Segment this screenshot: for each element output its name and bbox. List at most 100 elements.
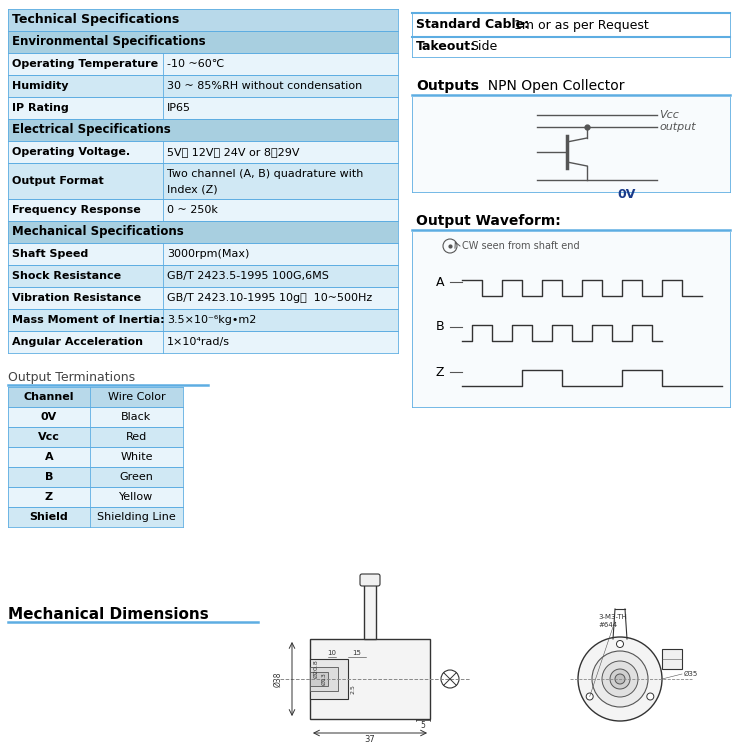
Bar	[310, 667, 338, 691]
Bar	[8, 265, 398, 287]
Text: Green: Green	[119, 472, 153, 482]
Bar	[8, 427, 183, 447]
Text: Channel: Channel	[24, 392, 74, 402]
Circle shape	[615, 674, 625, 684]
Text: #644: #644	[598, 622, 617, 628]
Text: 30 ~ 85%RH without condensation: 30 ~ 85%RH without condensation	[167, 81, 362, 91]
Text: Shielding Line: Shielding Line	[97, 512, 176, 522]
Text: :   NPN Open Collector: : NPN Open Collector	[470, 79, 625, 93]
Bar	[8, 387, 183, 407]
Bar	[8, 331, 398, 353]
FancyBboxPatch shape	[360, 574, 380, 586]
Text: 3.5×10⁻⁶kg•m2: 3.5×10⁻⁶kg•m2	[167, 315, 256, 325]
Circle shape	[602, 661, 638, 697]
Circle shape	[617, 640, 623, 647]
Text: CW seen from shaft end: CW seen from shaft end	[462, 241, 580, 251]
Text: Two channel (A, B) quadrature with: Two channel (A, B) quadrature with	[167, 169, 364, 179]
Text: Technical Specifications: Technical Specifications	[12, 13, 180, 26]
Bar	[8, 309, 398, 331]
Text: IP Rating: IP Rating	[12, 103, 68, 113]
Text: IP65: IP65	[167, 103, 191, 113]
Text: A: A	[45, 452, 53, 462]
Bar	[8, 407, 183, 427]
Bar	[8, 199, 398, 221]
Text: Vcc: Vcc	[659, 110, 679, 120]
Bar	[8, 141, 398, 163]
Bar	[8, 467, 183, 487]
Text: Index (Z): Index (Z)	[167, 185, 218, 195]
Bar	[310, 672, 328, 686]
Text: output: output	[659, 122, 696, 132]
Circle shape	[647, 693, 654, 700]
Text: Output Waveform:: Output Waveform:	[416, 214, 561, 228]
Text: Takeout:: Takeout:	[416, 40, 476, 53]
Text: 1×10⁴rad/s: 1×10⁴rad/s	[167, 337, 230, 347]
Circle shape	[610, 669, 630, 689]
Text: Output Terminations: Output Terminations	[8, 371, 135, 384]
Text: Humidity: Humidity	[12, 81, 68, 91]
Text: Shield: Shield	[29, 512, 68, 522]
Text: Yellow: Yellow	[119, 492, 154, 502]
Text: White: White	[120, 452, 153, 462]
Text: 3-M3-TH: 3-M3-TH	[598, 614, 627, 620]
Text: Mechanical Dimensions: Mechanical Dimensions	[8, 607, 209, 622]
Text: 2.5: 2.5	[350, 684, 355, 694]
Bar	[412, 232, 730, 407]
Text: 10: 10	[328, 650, 336, 656]
Text: Z: Z	[45, 492, 53, 502]
Bar	[8, 75, 398, 97]
Text: 0V: 0V	[41, 412, 57, 422]
Text: Mechanical Specifications: Mechanical Specifications	[12, 225, 184, 238]
Bar	[8, 287, 398, 309]
Text: Ø35: Ø35	[684, 671, 698, 677]
Text: Z: Z	[436, 366, 445, 378]
Text: 0 ~ 250k: 0 ~ 250k	[167, 205, 218, 215]
Text: Wire Color: Wire Color	[107, 392, 166, 402]
Bar	[310, 639, 430, 719]
Text: Black: Black	[121, 412, 152, 422]
Text: 0V: 0V	[617, 187, 635, 201]
Bar	[8, 447, 183, 467]
Text: Frequency Response: Frequency Response	[12, 205, 141, 215]
Text: GB/T 2423.5-1995 100G,6MS: GB/T 2423.5-1995 100G,6MS	[167, 271, 329, 281]
Bar	[8, 221, 398, 243]
Text: Ø13: Ø13	[322, 673, 327, 685]
Bar	[8, 53, 398, 75]
Bar	[8, 163, 398, 199]
Text: B: B	[436, 321, 445, 333]
Text: Vibration Resistance: Vibration Resistance	[12, 293, 141, 303]
Circle shape	[592, 651, 648, 707]
Bar	[364, 584, 376, 639]
Text: Output Format: Output Format	[12, 176, 104, 186]
Text: Red: Red	[126, 432, 147, 442]
Text: Shaft Speed: Shaft Speed	[12, 249, 88, 259]
Bar	[8, 97, 398, 119]
Text: 15: 15	[353, 650, 361, 656]
Bar	[8, 119, 398, 141]
Bar	[662, 649, 682, 669]
Circle shape	[578, 637, 662, 721]
Text: Environmental Specifications: Environmental Specifications	[12, 35, 205, 49]
Text: 1m or as per Request: 1m or as per Request	[514, 19, 648, 31]
Text: A: A	[436, 276, 445, 288]
Text: Electrical Specifications: Electrical Specifications	[12, 124, 171, 136]
Text: 3000rpm(Max): 3000rpm(Max)	[167, 249, 250, 259]
Text: B: B	[45, 472, 53, 482]
Bar	[8, 9, 398, 31]
Text: Standard Cable:: Standard Cable:	[416, 19, 529, 31]
Bar	[8, 31, 398, 53]
Bar	[310, 659, 348, 699]
Bar	[8, 507, 183, 527]
Text: Outputs: Outputs	[416, 79, 479, 93]
Bar	[8, 487, 183, 507]
Text: Operating Temperature: Operating Temperature	[12, 59, 158, 69]
Text: Mass Moment of Inertia:: Mass Moment of Inertia:	[12, 315, 165, 325]
Text: Angular Acceleration: Angular Acceleration	[12, 337, 143, 347]
Text: Vcc: Vcc	[38, 432, 60, 442]
Text: 5V， 12V， 24V or 8～29V: 5V， 12V， 24V or 8～29V	[167, 147, 300, 157]
Text: Ø38: Ø38	[274, 671, 283, 687]
Text: Operating Voltage.: Operating Voltage.	[12, 147, 130, 157]
Circle shape	[586, 693, 593, 700]
Text: Shock Resistance: Shock Resistance	[12, 271, 121, 281]
Text: 5: 5	[420, 721, 425, 730]
